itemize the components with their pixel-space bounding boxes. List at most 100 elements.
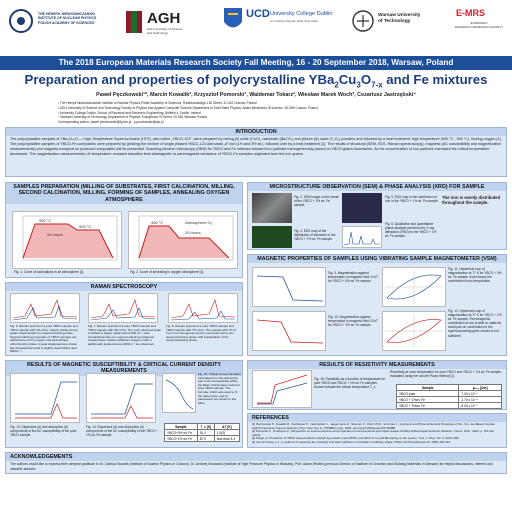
introduction-title: INTRODUCTION <box>6 128 506 137</box>
jc-chart <box>162 373 196 413</box>
agh-sub-2: and Technology <box>147 30 168 35</box>
ac-title: RESULTS OF MAGNETIC SUSCEPTIBILITY & CRI… <box>6 361 242 376</box>
calcination-chart: 950 °C 24 hours 900 °C <box>12 211 122 269</box>
ac-chart-2 <box>86 373 156 423</box>
hysteresis-loop-1-svg <box>385 270 443 304</box>
annealing-label-3: 450 °C <box>151 220 163 225</box>
vsm-curve-1-svg <box>256 275 324 302</box>
title-main: Preparation and properties of polycrysta… <box>24 72 335 87</box>
raman-chart-2 <box>88 293 158 323</box>
author-list: Paweł Pęczkowski¹*, Marcin Kowalik², Krz… <box>96 92 416 98</box>
raman-fig7-caption: Fig. 7. Raman spectra of a pure YBCO sam… <box>88 324 161 346</box>
iron-note: The iron is evenly distributed throughou… <box>442 195 501 206</box>
corresponding-author: Corresponding author: pawel.peczkowski@i… <box>58 120 164 125</box>
raman-chart-3 <box>168 293 238 323</box>
fig3-caption: Fig. 3. SEM image on the break of the YB… <box>294 195 339 208</box>
raman-spectrum-3-svg <box>170 299 236 321</box>
affiliation-1: ¹ The Henryk Niewodniczański Institute o… <box>58 101 257 105</box>
reference-list: [1] Pęczkowski P., Kowalik M., Zacharias… <box>248 422 506 445</box>
hysteresis-loop-2-svg <box>385 314 443 348</box>
fig14-caption: Fig. 14. Dispersive (a) and absorption (… <box>86 425 158 438</box>
emrs-sub-1: EUROPEAN <box>470 21 488 25</box>
title-sub-2: 3 <box>356 80 361 90</box>
references-title: REFERENCES <box>248 414 506 423</box>
acknowledgements-section: ACKNOWLEDGEMENTS The authors would like … <box>5 452 507 474</box>
magnetic-section: MAGNETIC PROPERTIES OF SAMPLES USING VIB… <box>247 254 507 356</box>
raman-spectrum-2-svg <box>90 299 156 321</box>
ucd-irish: An Coláiste Ollscoile, Baile Átha Cliath <box>270 19 318 23</box>
raman-title: RAMAN SPECTROSCOPY <box>6 283 242 292</box>
resistivity-section: RESULTS OF RESISTIVITY MEASUREMENTS Fig.… <box>247 360 507 410</box>
title-sub-1: 2 <box>334 80 339 90</box>
vsm-chart-2 <box>252 311 326 351</box>
agh-emblem-icon <box>126 11 142 33</box>
raman-spectrum-1-svg <box>12 299 78 321</box>
reference-item: [4] van der Pauw, L.J., A method of meas… <box>252 439 451 444</box>
sem-image <box>252 193 292 223</box>
annealing-curve-svg: Atmosphere O₂ 20 hours 450 °C <box>138 215 234 261</box>
fig2-caption: Fig. 2. Curve of annealing in oxygen atm… <box>130 270 205 274</box>
microstructure-title: MICROSTRUCTURE OBSERVATION (SEM) & PHASE… <box>248 183 506 192</box>
fig4-caption: Fig. 4. EDS map of the distribution of e… <box>294 229 336 242</box>
vsm-curve-2-svg <box>256 319 324 344</box>
microstructure-section: MICROSTRUCTURE OBSERVATION (SEM) & PHASE… <box>247 182 507 250</box>
raman-section: RAMAN SPECTROSCOPY Fig. 6. Raman spectra… <box>5 282 243 356</box>
emrs-sub-2: MATERIALS RESEARCH SOCIETY <box>454 24 504 29</box>
fig6-xrd-caption: Fig. 6. Qualitative and quantitative pha… <box>385 222 437 239</box>
raman-chart-1 <box>10 293 80 323</box>
table-row: YBCO+1% wt. Fe 87.9 less than 3.4 <box>164 435 241 442</box>
introduction-section: INTRODUCTION The polycrystalline samples… <box>5 127 507 177</box>
agh-wordmark: AGH <box>147 10 181 27</box>
eds-iron-map-image <box>342 193 382 223</box>
affiliation-2: ² AGH University of Science and Technolo… <box>58 105 318 110</box>
fig12-caption: Fig. 12. Hysteresis loop of magnetizatio… <box>448 309 502 338</box>
title-end: and Fe mixtures <box>382 72 488 87</box>
introduction-text: The polycrystalline samples of YBa₂Cu₃O₇… <box>10 137 502 156</box>
reference-item: [3] Klegel, E. Production of YBCO superc… <box>252 436 460 441</box>
hysteresis-chart-2 <box>382 311 446 351</box>
table-cell: 87.9 <box>196 435 215 442</box>
ifj-emblem-icon <box>9 9 33 33</box>
annealing-label-2: 20 hours <box>185 230 201 235</box>
agh-sub-1: AGH University of Science <box>147 27 183 31</box>
ac-susceptibility-1-svg <box>15 381 77 419</box>
conference-banner: The 2018 European Materials Research Soc… <box>0 56 512 70</box>
affiliation-3: ³ University College Dublin, School of E… <box>58 110 201 115</box>
resistivity-table: Sample ρ₃₀₀ [Ωm] YBCO pure 7.00 x 10⁻⁶ Y… <box>395 384 502 409</box>
fig5-caption: Fig. 5. EDS map of the distribution of i… <box>385 195 439 204</box>
reference-item: [1] Pęczkowski P., Kowalik M., Zacharias… <box>252 422 495 430</box>
sample-prep-section: SAMPLES PREPARATION (MILLING OF SUBSTRAT… <box>5 182 243 278</box>
eds-map-image <box>252 226 292 248</box>
table-cell: YBCO+1% wt. Fe <box>164 435 198 442</box>
tc-table: Sample T_c [K] ΔT [K] YBCO+0% wt. Fe 91.… <box>164 423 241 442</box>
ucd-wordmark: UCD <box>246 8 270 20</box>
fig1-caption: Fig. 1. Curve of calcinations in air atm… <box>14 270 85 274</box>
ifj-line-3: POLISH ACADEMY OF SCIENCES <box>38 20 95 25</box>
critical-current-svg <box>165 379 194 410</box>
resistivity-curve-svg <box>257 374 308 405</box>
table-cell: 8.00 x 10⁻⁵ <box>458 402 502 409</box>
acknowledgements-text: The authors would like to express their … <box>10 462 493 471</box>
ac-section: RESULTS OF MAGNETIC SUSCEPTIBILITY & CRI… <box>5 360 243 448</box>
wut-line-2: of Technology <box>378 19 411 24</box>
logo-header: THE HENRYK NIEWODNICZAŃSKI INSTITUTE OF … <box>0 0 512 55</box>
ifj-line-1: THE HENRYK NIEWODNICZAŃSKI <box>38 12 96 16</box>
reference-item: [2] Pomorski K., Prokopow P., Perspectiv… <box>252 429 494 437</box>
calcination-label-2: 24 hours <box>47 232 63 237</box>
calcination-curve-svg: 950 °C 24 hours 900 °C <box>22 215 118 261</box>
ac-chart-1 <box>10 373 80 423</box>
acknowledgements-title: ACKNOWLEDGEMENTS <box>6 453 506 462</box>
table-row: YBCO + 3%wt. Fe 8.00 x 10⁻⁵ <box>395 402 502 409</box>
fig16-caption: Fig. 16. Resistivity as a function of te… <box>314 377 386 390</box>
emrs-wordmark: E-MRS <box>456 8 485 18</box>
fig9-caption: Fig. 9. Magnetization against temperatur… <box>328 271 378 284</box>
fig11-caption: Fig. 11. Hysteresis loop of magnetizatio… <box>448 267 502 284</box>
title-mid-2: O <box>360 72 372 87</box>
title-sub-3: 7-x <box>371 80 383 90</box>
fig13-caption: Fig. 13. Dispersive (a) and absorption (… <box>10 425 77 438</box>
vsm-chart-1 <box>252 267 326 307</box>
affiliations: ¹ The Henryk Niewodniczański Institute o… <box>58 101 478 125</box>
affiliation-4: ⁴ Warsaw University of Technology Depart… <box>58 115 208 120</box>
title-mid-1: Cu <box>338 72 357 87</box>
resistivity-chart <box>252 370 312 408</box>
